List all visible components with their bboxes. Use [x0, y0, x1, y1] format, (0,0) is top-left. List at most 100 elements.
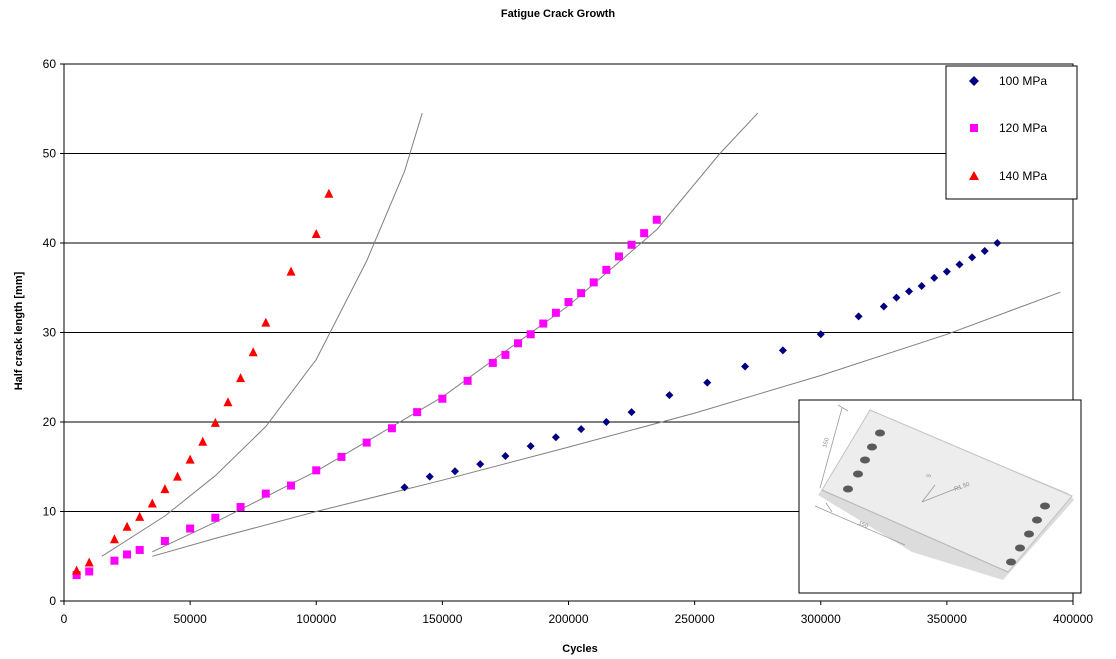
data-point-square — [287, 481, 296, 490]
data-point-triangle — [122, 521, 132, 531]
hole — [843, 485, 853, 493]
legend-box — [945, 65, 1078, 200]
data-point-triangle — [324, 188, 334, 198]
data-point-square — [261, 489, 270, 498]
data-point-square — [72, 571, 81, 580]
data-point-square — [640, 229, 649, 238]
data-point-diamond — [501, 452, 510, 461]
fit-curve — [101, 113, 423, 557]
y-tick-label: 50 — [43, 147, 57, 161]
data-point-diamond — [892, 293, 901, 302]
data-point-square — [463, 376, 472, 385]
inset-dim-crack: 5 — [926, 473, 933, 479]
data-point-triangle — [236, 373, 246, 383]
data-point-diamond — [627, 408, 636, 417]
hole — [1006, 558, 1016, 566]
data-point-triangle — [173, 471, 183, 481]
hole — [867, 443, 877, 451]
data-point-square — [488, 358, 497, 367]
data-point-triangle — [72, 565, 82, 575]
data-point-diamond — [577, 425, 586, 434]
data-point-diamond — [879, 302, 888, 311]
data-point-square — [602, 265, 611, 274]
data-point-diamond — [703, 378, 712, 387]
hole — [860, 456, 870, 464]
data-point-square — [413, 408, 422, 417]
data-point-diamond — [665, 391, 674, 400]
data-point-square — [387, 424, 396, 433]
data-points — [72, 188, 1002, 580]
x-axis-ticks: 0 50000 100000 150000 200000 250000 300000 3500… — [61, 601, 1093, 626]
fit-curve — [152, 291, 1061, 557]
data-point-diamond — [942, 267, 951, 276]
data-point-diamond — [968, 253, 977, 262]
data-point-diamond — [955, 260, 964, 269]
data-point-triangle — [84, 557, 94, 567]
data-point-square — [85, 567, 94, 576]
legend-marker-diamond — [969, 76, 979, 86]
data-point-square — [160, 537, 169, 546]
data-point-square — [211, 513, 220, 522]
data-point-diamond — [980, 247, 989, 256]
data-point-square — [501, 350, 510, 359]
inset-dim-radius: R1.50 — [954, 482, 972, 493]
legend-label-120mpa: 120 MPa — [999, 121, 1047, 135]
legend-marker-triangle — [969, 171, 979, 180]
data-point-square — [123, 550, 132, 559]
legend-label-100mpa: 100 MPa — [999, 74, 1047, 88]
data-point-diamond — [526, 442, 535, 451]
data-point-triangle — [147, 498, 157, 508]
legend-label-140mpa: 140 MPa — [999, 169, 1047, 183]
data-point-square — [312, 466, 321, 475]
data-point-diamond — [476, 460, 485, 469]
data-point-square — [236, 503, 245, 512]
data-point-diamond — [602, 418, 611, 426]
data-point-square — [362, 438, 371, 447]
data-point-triangle — [135, 511, 145, 521]
data-point-diamond — [400, 483, 409, 492]
x-tick-label: 250000 — [675, 612, 715, 626]
data-point-square — [627, 240, 636, 249]
hole — [1024, 530, 1034, 538]
specimen-inset: 150 R1.50 150 5 — [798, 399, 1082, 594]
y-tick-label: 0 — [49, 594, 56, 608]
x-axis-title: Cycles — [562, 643, 597, 655]
data-point-diamond — [993, 239, 1002, 247]
y-tick-label: 40 — [43, 236, 57, 250]
data-point-square — [577, 289, 586, 298]
data-point-square — [551, 308, 560, 317]
data-point-diamond — [930, 273, 939, 282]
data-point-square — [614, 252, 623, 261]
x-tick-label: 0 — [61, 612, 68, 626]
x-tick-label: 400000 — [1053, 612, 1093, 626]
hole — [853, 470, 863, 478]
y-axis-ticks: 0 10 20 30 40 50 60 — [43, 57, 64, 608]
chart-title: Fatigue Crack Growth — [501, 8, 616, 20]
data-point-diamond — [551, 433, 560, 442]
data-point-triangle — [198, 436, 208, 446]
data-point-diamond — [741, 362, 750, 371]
data-point-square — [652, 215, 661, 224]
data-point-triangle — [210, 417, 220, 427]
inset-dim-length: 150 — [857, 520, 869, 530]
data-point-diamond — [425, 472, 434, 481]
data-point-square — [438, 394, 447, 403]
hole — [1015, 544, 1025, 552]
data-point-square — [186, 524, 195, 533]
y-axis-title: Half crack length [mm] — [13, 271, 25, 390]
x-tick-label: 150000 — [422, 612, 462, 626]
data-point-triangle — [311, 229, 321, 239]
data-point-square — [337, 452, 346, 461]
data-point-diamond — [917, 281, 926, 290]
data-point-triangle — [261, 317, 271, 327]
data-point-triangle — [185, 454, 195, 464]
inset-dim-height: 150 — [822, 437, 831, 449]
legend-marker-square — [970, 124, 978, 132]
data-point-square — [514, 339, 523, 348]
data-point-square — [539, 319, 548, 328]
data-point-square — [564, 298, 573, 307]
x-tick-label: 350000 — [927, 612, 967, 626]
y-tick-label: 10 — [43, 505, 57, 519]
data-point-triangle — [109, 534, 119, 544]
